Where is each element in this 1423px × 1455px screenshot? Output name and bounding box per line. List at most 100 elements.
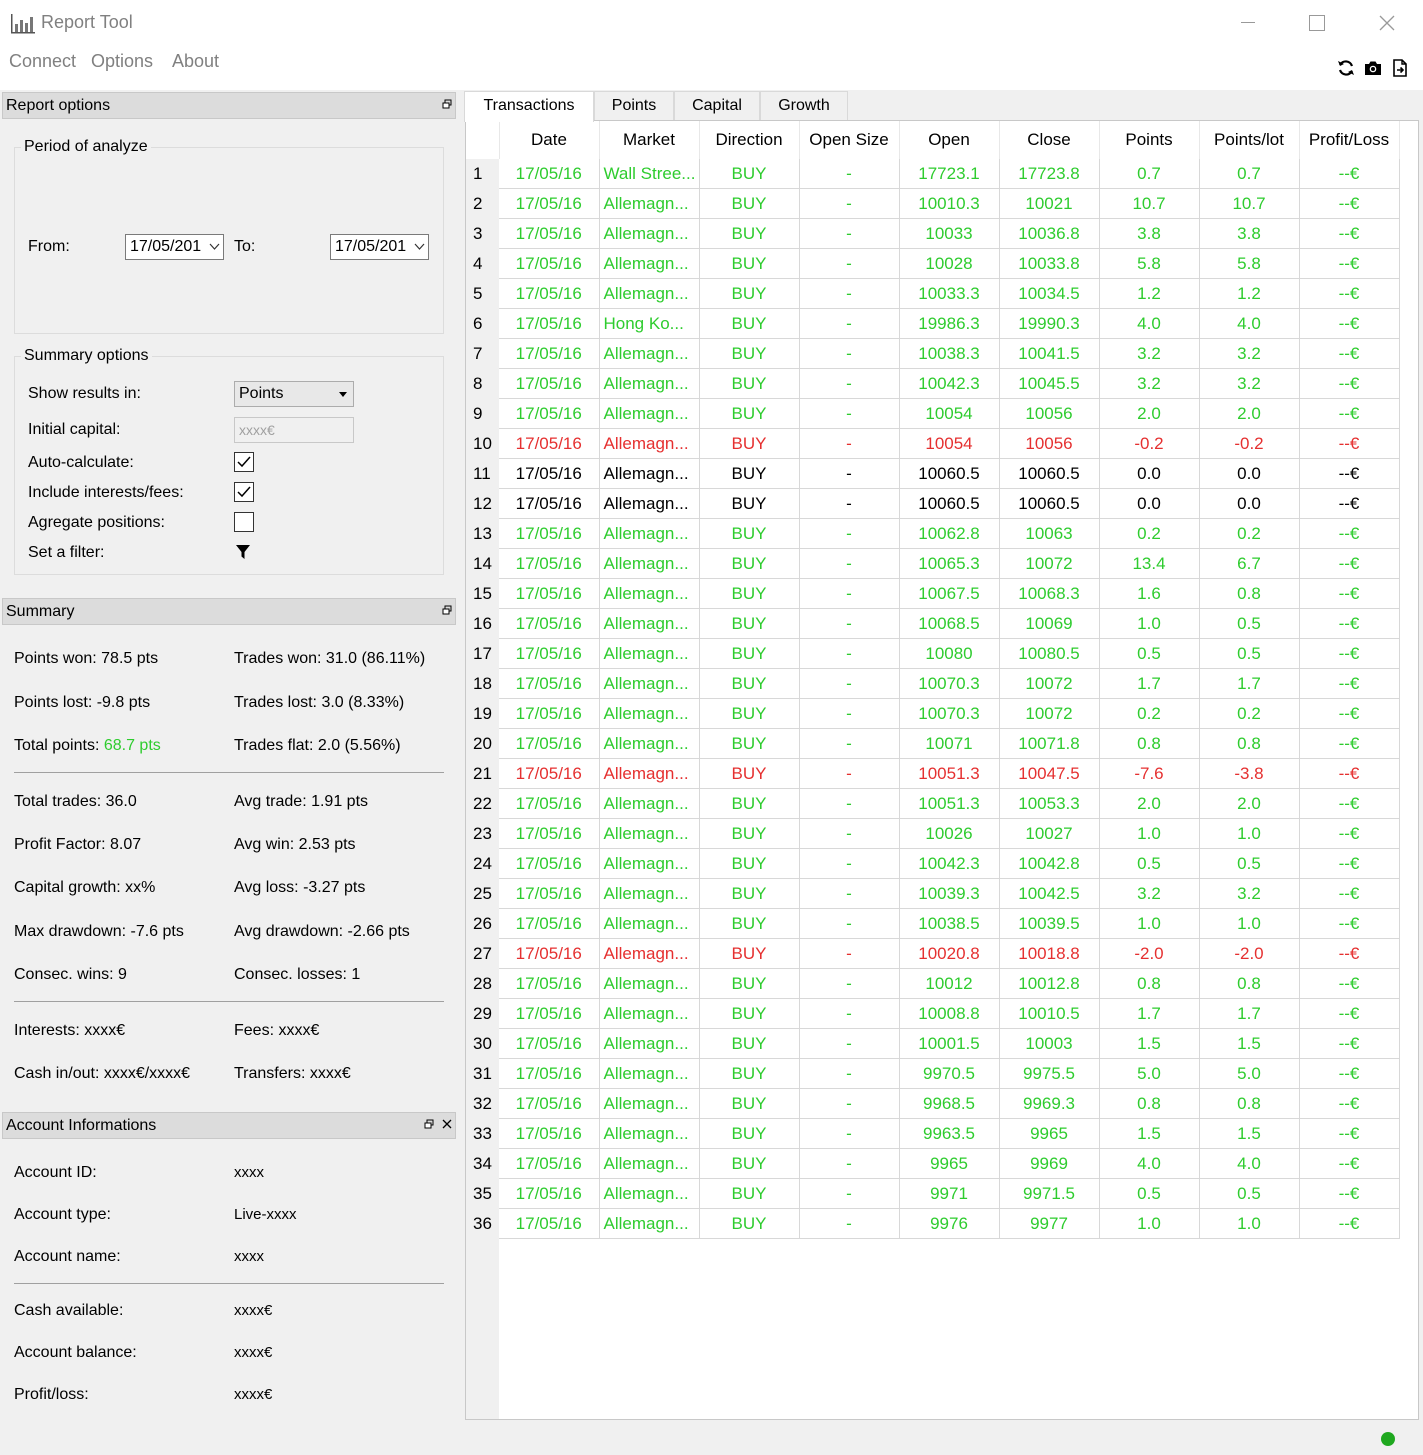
cell-date: 17/05/16 [499,488,600,519]
menu-options[interactable]: Options [91,51,154,71]
column-header[interactable]: Profit/Loss [1299,121,1400,159]
table-row[interactable]: 34 17/05/16 Allemagn... BUY -9965 9969 4.0 4.0-… [466,1148,1400,1179]
cell-pl: --€ [1299,1148,1400,1179]
table-row[interactable]: 36 17/05/16 Allemagn... BUY -9976 9977 1.0 1.0-… [466,1208,1400,1239]
tab-transactions[interactable]: Transactions [464,91,594,122]
refresh-icon[interactable] [1336,58,1356,78]
cell-size: - [799,1148,900,1179]
float-panel-icon[interactable] [442,605,452,615]
filter-icon[interactable] [235,544,251,560]
to-date-field[interactable]: 17/05/201 [330,234,429,260]
table-row[interactable]: 3 17/05/16 Allemagn... BUY -10033 10036.8 3.8 3… [466,218,1400,249]
table-row[interactable]: 15 17/05/16 Allemagn... BUY -10067.5 10068.3 1… [466,578,1400,609]
export-icon[interactable] [1390,58,1410,78]
window-title: Report Tool [41,12,133,32]
tab-capital[interactable]: Capital [674,91,760,121]
float-panel-icon[interactable] [424,1119,434,1129]
table-row[interactable]: 13 17/05/16 Allemagn... BUY -10062.8 10063 0.2… [466,518,1400,549]
cell-close: 10003 [999,1028,1100,1059]
cell-dir: BUY [699,278,800,309]
show-results-select[interactable]: Points [234,381,354,407]
row-number: 24 [466,848,499,879]
cell-open: 10070.3 [899,698,1000,729]
row-number: 6 [466,308,499,339]
table-row[interactable]: 28 17/05/16 Allemagn... BUY -10012 10012.8 0.8… [466,968,1400,999]
close-button[interactable] [1352,0,1422,46]
column-header[interactable]: Date [499,121,600,159]
table-row[interactable]: 31 17/05/16 Allemagn... BUY -9970.5 9975.5 5.0… [466,1058,1400,1089]
cell-pl: --€ [1299,878,1400,909]
cell-open: 10051.3 [899,788,1000,819]
table-row[interactable]: 20 17/05/16 Allemagn... BUY -10071 10071.8 0.8… [466,728,1400,759]
table-row[interactable]: 32 17/05/16 Allemagn... BUY -9968.5 9969.3 0.8… [466,1088,1400,1119]
table-row[interactable]: 8 17/05/16 Allemagn... BUY -10042.3 10045.5 3.… [466,368,1400,399]
column-header[interactable]: Points [1099,121,1200,159]
table-row[interactable]: 2 17/05/16 Allemagn... BUY -10010.3 10021 10.7… [466,188,1400,219]
auto-calculate-checkbox[interactable] [234,452,254,472]
cell-pl: --€ [1299,788,1400,819]
table-row[interactable]: 19 17/05/16 Allemagn... BUY -10070.3 10072 0.2… [466,698,1400,729]
table-row[interactable]: 4 17/05/16 Allemagn... BUY -10028 10033.8 5.8 5… [466,248,1400,279]
table-row[interactable]: 22 17/05/16 Allemagn... BUY -10051.3 10053.3 2… [466,788,1400,819]
table-row[interactable]: 24 17/05/16 Allemagn... BUY -10042.3 10042.8 0… [466,848,1400,879]
row-number: 11 [466,458,499,489]
cell-close: 10071.8 [999,728,1100,759]
column-header[interactable]: Open Size [799,121,900,159]
table-row[interactable]: 7 17/05/16 Allemagn... BUY -10038.3 10041.5 3.… [466,338,1400,369]
total-points-value: 68.7 pts [103,737,161,754]
from-date-field[interactable]: 17/05/201 [125,234,224,260]
cell-ppl: 0.8 [1199,578,1300,609]
table-row[interactable]: 27 17/05/16 Allemagn... BUY -10020.8 10018.8-… [466,938,1400,969]
close-panel-icon[interactable] [442,1119,452,1129]
cell-points: 0.5 [1099,848,1200,879]
cell-points: -0.2 [1099,428,1200,459]
column-header[interactable]: Direction [699,121,800,159]
table-row[interactable]: 35 17/05/16 Allemagn... BUY -9971 9971.5 0.5 0.… [466,1178,1400,1209]
cell-ppl: 0.8 [1199,728,1300,759]
menu-about[interactable]: About [172,51,220,71]
tab-growth[interactable]: Growth [760,91,848,121]
column-header[interactable]: Market [599,121,700,159]
cell-pl: --€ [1299,818,1400,849]
table-row[interactable]: 18 17/05/16 Allemagn... BUY -10070.3 10072 1.7… [466,668,1400,699]
cell-ppl: 5.8 [1199,248,1300,279]
cell-close: 10027 [999,818,1100,849]
table-row[interactable]: 1 17/05/16 Wall Stree... BUY -17723.1 17723.8… [466,159,1400,189]
cell-close: 10010.5 [999,998,1100,1029]
menu-connect[interactable]: Connect [9,51,77,71]
tab-points[interactable]: Points [594,91,674,121]
table-row[interactable]: 17 17/05/16 Allemagn... BUY -10080 10080.5 0.5… [466,638,1400,669]
table-row[interactable]: 26 17/05/16 Allemagn... BUY -10038.5 10039.5 1… [466,908,1400,939]
table-row[interactable]: 23 17/05/16 Allemagn... BUY -10026 10027 1.0 1.… [466,818,1400,849]
minimize-button[interactable] [1213,0,1283,46]
capital-growth: Capital growth: xx% [14,879,156,896]
initial-capital-input[interactable]: xxxx€ [234,417,354,443]
maximize-button[interactable] [1282,0,1352,46]
cell-dir: BUY [699,368,800,399]
table-row[interactable]: 25 17/05/16 Allemagn... BUY -10039.3 10042.5 3… [466,878,1400,909]
cell-close: 9965 [999,1118,1100,1149]
table-row[interactable]: 9 17/05/16 Allemagn... BUY -10054 10056 2.0 2.0… [466,398,1400,429]
table-row[interactable]: 12 17/05/16 Allemagn... BUY -10060.5 10060.5 0… [466,488,1400,519]
table-row[interactable]: 11 17/05/16 Allemagn... BUY -10060.5 10060.5 0… [466,458,1400,489]
table-row[interactable]: 5 17/05/16 Allemagn... BUY -10033.3 10034.5 1.… [466,278,1400,309]
aggregate-positions-checkbox[interactable] [234,512,254,532]
table-row[interactable]: 21 17/05/16 Allemagn... BUY -10051.3 10047.5-… [466,758,1400,789]
table-row[interactable]: 29 17/05/16 Allemagn... BUY -10008.8 10010.5 1… [466,998,1400,1029]
table-row[interactable]: 16 17/05/16 Allemagn... BUY -10068.5 10069 1.0… [466,608,1400,639]
float-panel-icon[interactable] [442,99,452,109]
column-header[interactable]: Points/lot [1199,121,1300,159]
cell-pl: --€ [1299,968,1400,999]
include-interests-checkbox[interactable] [234,482,254,502]
table-row[interactable]: 33 17/05/16 Allemagn... BUY -9963.5 9965 1.5 1.… [466,1118,1400,1149]
table-row[interactable]: 14 17/05/16 Allemagn... BUY -10065.3 10072 13.… [466,548,1400,579]
row-number: 21 [466,758,499,789]
camera-icon[interactable] [1363,58,1383,78]
column-header[interactable]: Open [899,121,1000,159]
table-row[interactable]: 30 17/05/16 Allemagn... BUY -10001.5 10003 1.5… [466,1028,1400,1059]
column-header[interactable]: Close [999,121,1100,159]
cell-size: - [799,518,900,549]
table-row[interactable]: 6 17/05/16 Hong Ko... BUY -19986.3 19990.3 4.0… [466,308,1400,339]
table-row[interactable]: 10 17/05/16 Allemagn... BUY -10054 10056 -0.2-… [466,428,1400,459]
cell-pl: --€ [1299,518,1400,549]
